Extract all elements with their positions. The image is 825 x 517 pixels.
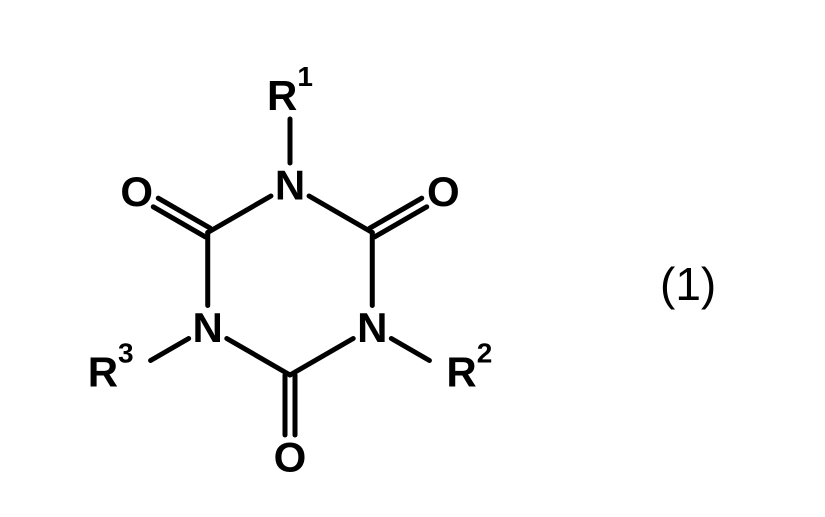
ring-bond (227, 339, 290, 376)
carbonyl-oxygen-label: O (274, 434, 307, 481)
ring-heteroatom-label: N (275, 162, 305, 209)
substituent-bond (151, 339, 189, 361)
ring-bond (290, 339, 353, 376)
substituent-bond (391, 339, 429, 361)
carbonyl-oxygen-label: O (427, 168, 460, 215)
figure-root: N N N O O O R1 R2 R3 (1) (0, 0, 825, 517)
substituent-label: R3 (88, 337, 134, 395)
ring-heteroatom-label: N (357, 304, 387, 351)
ring-bond (309, 196, 372, 233)
substituent-label: R2 (446, 337, 492, 395)
carbonyl-oxygen-label: O (120, 168, 153, 215)
equation-number-label: (1) (660, 257, 716, 311)
ring-heteroatom-label: N (193, 304, 223, 351)
ring-bond (208, 196, 271, 233)
substituent-label: R1 (267, 61, 313, 119)
